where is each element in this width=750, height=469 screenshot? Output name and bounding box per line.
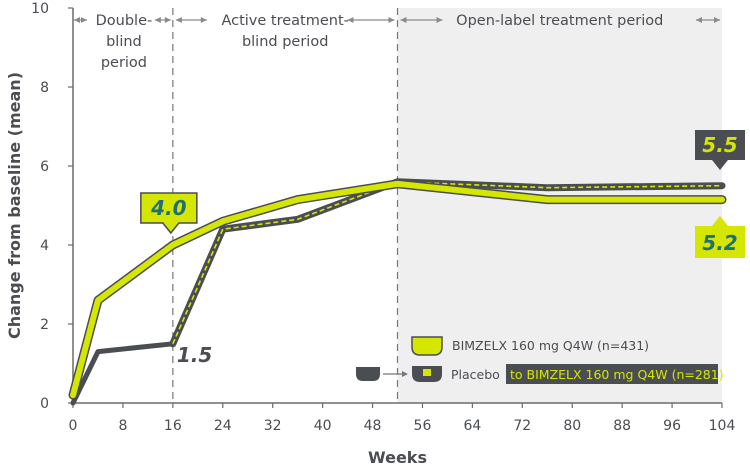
series-layer (68, 178, 727, 406)
period-header-1-line-0: Active treatment- (221, 13, 348, 29)
legend: BIMZELX 160 mg Q4W (n=431) Placebo to BIMZ… (356, 336, 724, 384)
x-tick-label: 24 (214, 418, 232, 434)
x-tick-label: 80 (563, 418, 581, 434)
period-header-0-line-1: blind (106, 34, 142, 50)
callout-bimzelx-week104 (695, 216, 745, 258)
y-tick-label: 2 (40, 317, 49, 333)
period-header-0-line-0: Double- (96, 13, 153, 29)
x-tick-label: 0 (69, 418, 78, 434)
y-axis-title: Change from baseline (mean) (5, 72, 24, 339)
x-tick-label: 96 (663, 418, 681, 434)
x-tick-label: 16 (164, 418, 182, 434)
period-arrow-double-blind-left-head-right (81, 17, 87, 23)
period-arrow-double-blind-right-head-right (164, 17, 171, 23)
y-tick-label: 6 (40, 159, 49, 175)
series-bimzelx-line (70, 180, 725, 399)
period-arrow-double-blind-left-head-left (74, 17, 80, 23)
period-arrow-open-left-head-left (400, 17, 407, 23)
legend-swatch-placebo (356, 367, 380, 381)
x-tick-label: 56 (414, 418, 432, 434)
legend-arrow-head (402, 371, 408, 377)
period-arrow-open-right-head-left (696, 17, 702, 23)
label-placebo-week16-value: 1.5 (177, 343, 212, 367)
legend-swatch-placebo-switch-inner (423, 369, 431, 376)
y-tick-label: 0 (40, 396, 49, 412)
labels-layer: Double-blind period Active treatment-blind… (96, 13, 745, 367)
x-tick-label: 104 (709, 418, 736, 434)
period-arrow-double-blind-right-head-left (154, 17, 161, 23)
period-header-1-line-1: blind period (242, 34, 328, 50)
period-arrow-open-right-head-right (714, 17, 720, 23)
period-arrow-open-left-head-right (436, 17, 443, 23)
x-tick-label: 32 (264, 418, 282, 434)
legend-label-bimzelx: BIMZELX 160 mg Q4W (n=431) (452, 338, 649, 353)
period-arrow-active-left-head-left (175, 17, 182, 23)
period-header-2-line-0: Open-label treatment period (456, 13, 663, 29)
period-arrow-active-left-head-right (200, 17, 207, 23)
x-tick-label: 8 (118, 418, 127, 434)
callout-bimzelx-week104-value: 5.2 (702, 231, 737, 255)
series-placebo-switch-dash (172, 181, 723, 345)
legend-swatch-bimzelx (411, 336, 443, 356)
background-layer (74, 8, 722, 403)
legend-label-placebo: Placebo (451, 367, 500, 382)
series-placebo-line (70, 341, 176, 406)
y-tick-label: 8 (40, 80, 49, 96)
y-tick-label: 4 (40, 238, 49, 254)
legend-switch-label-bg (506, 364, 718, 384)
legend-label-switch: to BIMZELX 160 mg Q4W (n=281) (510, 367, 724, 382)
callout-placebo-week104 (695, 130, 745, 170)
period-arrow-active-right-head-left (347, 17, 354, 23)
callout-placebo-week104-value: 5.5 (702, 133, 737, 157)
x-tick-label: 72 (513, 418, 531, 434)
period-arrow-active-right-head-right (388, 17, 395, 23)
x-tick-label: 48 (364, 418, 382, 434)
x-tick-label: 40 (314, 418, 332, 434)
y-tick-label: 10 (31, 1, 49, 17)
callout-bimzelx-week16 (140, 192, 198, 235)
x-axis-title: Weeks (368, 448, 427, 467)
x-tick-label: 88 (613, 418, 631, 434)
period-shading-open-label (397, 8, 722, 403)
period-header-0-line-2: period (101, 55, 147, 71)
x-tick-label: 64 (463, 418, 481, 434)
callout-bimzelx-week16-value: 4.0 (150, 196, 187, 220)
